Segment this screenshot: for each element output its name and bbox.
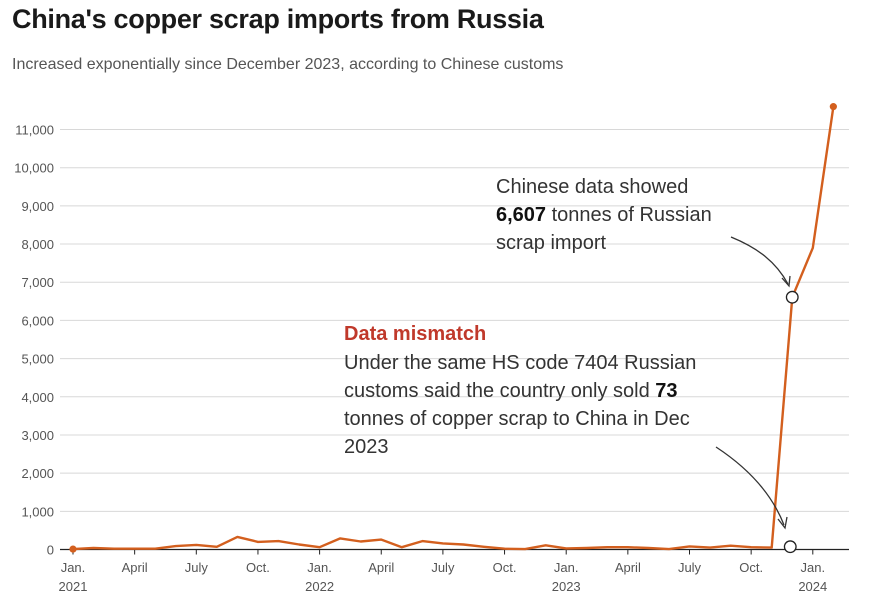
annotation-china-line2-rest: tonnes of Russian <box>546 204 712 226</box>
annotation-mismatch-arrowhead <box>777 516 788 530</box>
annotation-china-line2: 6,607 tonnes of Russian <box>496 204 712 226</box>
x-tick-label: Oct. <box>739 560 763 575</box>
annotation-mismatch-value: 73 <box>655 380 677 402</box>
annotation-mismatch-line1: Under the same HS code 7404 Russian <box>344 352 696 374</box>
x-tick-label: Oct. <box>246 560 270 575</box>
x-tick-label: April <box>368 560 394 575</box>
annotation-china-arrow <box>730 236 789 285</box>
x-tick-label: July <box>431 560 455 575</box>
x-tick-label: Jan. <box>307 560 332 575</box>
x-tick-label: Jan. <box>61 560 86 575</box>
gridlines <box>60 129 849 512</box>
x-tick-label: Jan. <box>554 560 579 575</box>
y-tick-label: 11,000 <box>15 123 54 138</box>
chart-subtitle: Increased exponentially since December 2… <box>12 56 564 73</box>
x-tick-label: Oct. <box>493 560 517 575</box>
x-tick-label: Jan. <box>801 560 826 575</box>
y-tick-label: 6,000 <box>21 313 54 328</box>
y-tick-label: 2,000 <box>21 466 54 481</box>
x-tick-year-label: 2022 <box>305 579 334 594</box>
highlight-point-chinese-customs <box>785 290 799 304</box>
x-tick-label: April <box>122 560 148 575</box>
x-tick-label: April <box>615 560 641 575</box>
annotation-china: Chinese data showed 6,607 tonnes of Russ… <box>496 176 791 288</box>
x-tick-year-label: 2023 <box>552 579 581 594</box>
annotation-mismatch-line4: 2023 <box>344 436 389 458</box>
annotation-mismatch-arrow <box>715 446 785 526</box>
x-tick-label: July <box>185 560 209 575</box>
series-line-path <box>71 105 835 551</box>
y-tick-label: 4,000 <box>21 390 54 405</box>
y-axis: 0 1,000 2,000 3,000 4,000 5,000 6,000 7,000 8,00… <box>14 123 849 558</box>
y-tick-label: 10,000 <box>14 161 54 176</box>
markers <box>69 103 837 554</box>
chart-title: China's copper scrap imports from Russia <box>12 4 544 34</box>
y-tick-label: 8,000 <box>21 237 54 252</box>
x-tick-year-label: 2024 <box>798 579 827 594</box>
y-tick-label: 9,000 <box>21 199 54 214</box>
series-start-point <box>69 545 77 553</box>
y-tick-label: 3,000 <box>21 428 54 443</box>
highlight-point-russian-customs <box>783 540 797 554</box>
x-axis: Jan. 2021 April July Oct. Jan. 2022 April July Oc… <box>59 549 827 594</box>
y-tick-label: 1,000 <box>21 504 54 519</box>
y-tick-label: 7,000 <box>21 275 54 290</box>
annotation-mismatch-heading: Data mismatch <box>344 323 486 345</box>
series-end-point <box>829 103 837 111</box>
y-tick-label: 0 <box>47 543 54 558</box>
x-tick-year-label: 2021 <box>59 579 88 594</box>
annotation-china-value: 6,607 <box>496 204 546 226</box>
series-line <box>71 105 835 551</box>
annotation-mismatch: Data mismatch Under the same HS code 740… <box>344 323 788 530</box>
y-tick-label: 5,000 <box>21 352 54 367</box>
x-tick-label: July <box>678 560 702 575</box>
annotation-china-line3: scrap import <box>496 232 606 254</box>
annotation-china-arrowhead <box>781 275 791 288</box>
annotation-mismatch-line2-pre: customs said the country only sold <box>344 380 655 402</box>
annotation-mismatch-line2: customs said the country only sold 73 <box>344 380 678 402</box>
annotation-china-line1: Chinese data showed <box>496 176 688 198</box>
annotation-mismatch-line3: tonnes of copper scrap to China in Dec <box>344 408 690 430</box>
